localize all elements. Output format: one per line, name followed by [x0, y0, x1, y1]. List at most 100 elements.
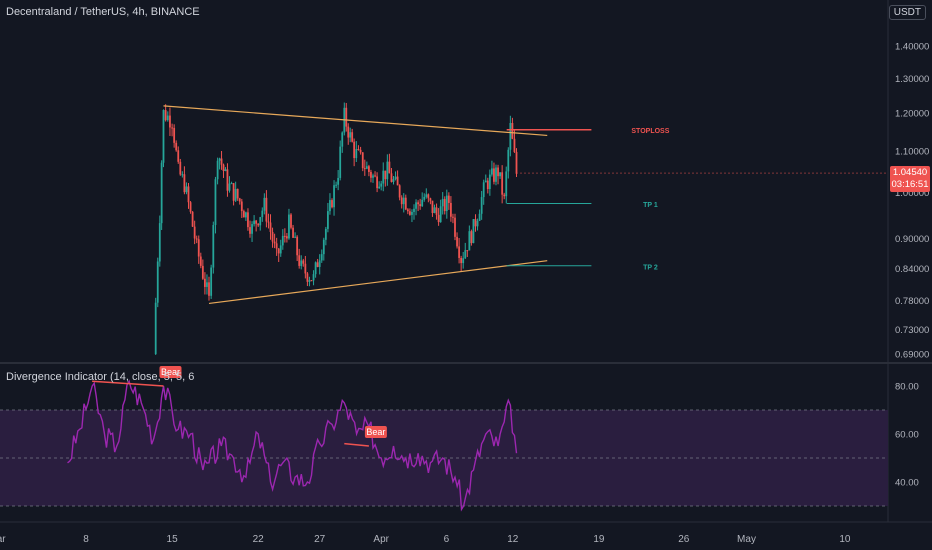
candle-body: [515, 151, 518, 174]
candle-body: [390, 173, 393, 182]
candle-body: [327, 211, 329, 229]
candle-body: [171, 127, 173, 129]
candle-body: [484, 180, 487, 183]
candle-body: [491, 168, 493, 175]
candle-body: [380, 183, 383, 187]
candle-body: [353, 141, 356, 159]
candle-body: [187, 186, 190, 203]
candle-body: [169, 115, 171, 128]
price-tick-label: 1.40000: [895, 42, 929, 53]
candle-body: [212, 225, 215, 268]
candle-body: [429, 198, 432, 201]
level-label: TP 2: [643, 264, 658, 271]
candle-body: [398, 185, 401, 198]
candle-body: [259, 217, 262, 226]
candle-body: [394, 176, 397, 180]
osc-tick-label: 40.00: [895, 478, 919, 489]
candle-body: [253, 220, 255, 225]
level-label: STOPLOSS: [631, 128, 669, 135]
candle-body: [462, 258, 465, 264]
candle-body: [505, 171, 508, 197]
candle-body: [298, 255, 301, 266]
candle-body: [359, 149, 362, 153]
candle-body: [482, 182, 485, 198]
candle-body: [499, 172, 501, 177]
candle-body: [421, 199, 424, 207]
candle-body: [425, 194, 428, 197]
candle-body: [378, 186, 381, 189]
candle-body: [247, 212, 249, 228]
candle-body: [411, 211, 413, 215]
candle-body: [245, 212, 247, 218]
candle-body: [308, 280, 311, 282]
candle-body: [427, 194, 430, 199]
time-tick-label: 27: [314, 534, 326, 545]
candle-body: [265, 197, 268, 222]
candle-body: [464, 250, 467, 259]
candle-body: [234, 188, 237, 201]
candle-body: [320, 254, 323, 261]
candle-body: [154, 302, 157, 354]
candle-body: [386, 161, 389, 180]
candle-body: [513, 138, 516, 152]
candle-body: [435, 207, 438, 215]
candle-body: [396, 176, 399, 186]
time-tick-label: Apr: [373, 534, 389, 545]
candle-body: [468, 231, 471, 251]
candle-body: [255, 220, 258, 224]
candle-body: [220, 158, 223, 165]
candle-body: [204, 278, 206, 287]
candle-body: [304, 263, 307, 274]
candle-body: [423, 196, 426, 200]
time-tick-label: 15: [167, 534, 179, 545]
candle-body: [242, 211, 245, 218]
candle-body: [503, 194, 506, 197]
time-tick-label: 8: [83, 534, 89, 545]
candle-body: [240, 201, 243, 212]
candle-body: [415, 202, 417, 209]
candle-body: [306, 273, 309, 282]
candle-body: [158, 223, 161, 262]
candle-body: [433, 207, 436, 213]
candle-body: [218, 158, 221, 161]
candle-body: [417, 202, 419, 205]
candle-body: [339, 146, 342, 178]
candle-body: [372, 175, 374, 178]
candle-body: [480, 197, 483, 214]
candle-body: [279, 245, 282, 254]
candle-body: [355, 149, 358, 159]
price-tick-label: 1.30000: [895, 74, 929, 85]
candle-body: [341, 132, 344, 147]
candle-body: [441, 198, 444, 207]
price-tick-label: 1.20000: [895, 109, 929, 120]
candle-body: [189, 202, 192, 212]
candle-body: [156, 261, 159, 303]
candle-body: [406, 209, 409, 212]
candle-body: [370, 171, 372, 178]
candle-body: [365, 166, 368, 169]
candle-body: [324, 228, 327, 240]
candle-body: [273, 241, 276, 244]
candle-body: [384, 170, 387, 180]
divergence-line: [92, 380, 164, 387]
candle-body: [501, 172, 504, 195]
price-tick-label: 1.00000: [895, 188, 929, 199]
currency-badge[interactable]: USDT: [888, 5, 926, 20]
candle-body: [374, 175, 376, 177]
candle-body: [310, 280, 313, 282]
candle-body: [460, 257, 463, 264]
divergence-badge: [159, 366, 182, 378]
candle-body: [447, 195, 450, 203]
current-price-value: 1.04540: [892, 167, 928, 178]
candle-body: [177, 150, 180, 162]
time-tick-label: 19: [593, 534, 605, 545]
candle-body: [173, 127, 176, 143]
candle-body: [413, 208, 415, 212]
price-tick-label: 0.84000: [895, 264, 929, 275]
candle-body: [509, 122, 512, 150]
candle-body: [402, 197, 405, 205]
level-label: TP 1: [643, 202, 658, 209]
candle-body: [382, 170, 385, 184]
candle-body: [183, 174, 186, 193]
